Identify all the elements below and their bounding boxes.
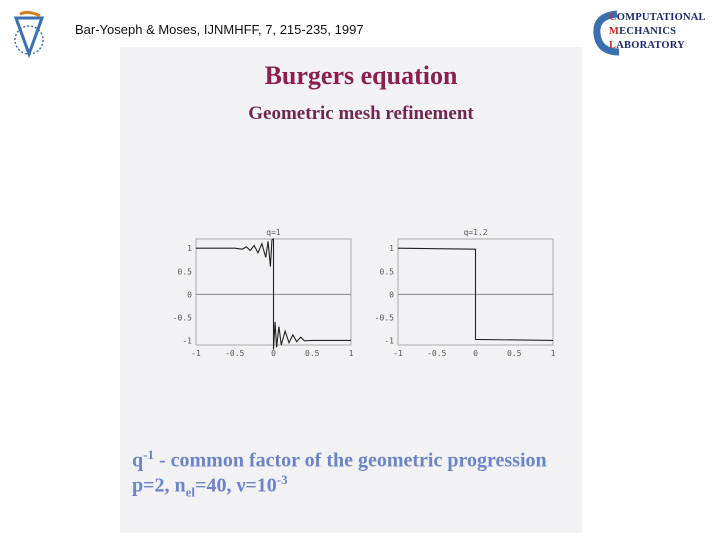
x-tick-label: 0 <box>473 349 478 358</box>
x-tick-label: 1 <box>551 349 556 358</box>
plot-q1-2: q=1.2 -1 -0.5 0 0.5 1 1 0.5 0 -0.5 -1 <box>375 228 556 358</box>
solution-curve <box>397 247 554 341</box>
plot-q1: q=1 -1 -0.5 0 0.5 1 1 0.5 0 -0.5 -1 <box>173 228 354 358</box>
y-tick-label: 1 <box>187 244 192 253</box>
university-logo <box>10 10 48 62</box>
y-tick-label: 0 <box>389 290 394 299</box>
x-tick-label: -1 <box>191 349 201 358</box>
x-tick-label: 0.5 <box>507 349 522 358</box>
x-tick-label: -1 <box>393 349 403 358</box>
y-tick-label: -0.5 <box>173 313 192 322</box>
y-tick-label: 0.5 <box>178 267 193 276</box>
solution-curve <box>196 238 351 350</box>
citation: Bar-Yoseph & Moses, IJNMHFF, 7, 215-235,… <box>75 22 364 37</box>
x-tick-label: 1 <box>349 349 354 358</box>
y-tick-label: 0 <box>187 290 192 299</box>
x-tick-label: -0.5 <box>427 349 446 358</box>
y-tick-label: 1 <box>389 244 394 253</box>
plot-title: q=1 <box>266 228 281 237</box>
plot-frame <box>397 238 554 346</box>
plot-title: q=1.2 <box>463 228 487 237</box>
slide-title: Burgers equation <box>264 61 458 90</box>
x-tick-label: 0.5 <box>305 349 320 358</box>
x-tick-label: -0.5 <box>225 349 244 358</box>
scanned-slide: Burgers equation Geometric mesh refineme… <box>120 47 582 533</box>
slide-subtitle: Geometric mesh refinement <box>248 103 474 124</box>
y-tick-label: -1 <box>384 336 394 345</box>
caption-params: p=2, nel=40, ν=10-3 <box>132 472 288 500</box>
y-tick-label: 0.5 <box>380 267 395 276</box>
y-tick-label: -1 <box>182 336 192 345</box>
caption-q: q-1 - common factor of the geometric pro… <box>132 447 547 472</box>
lab-logo: COMPUTATIONAL MECHANICS LABORATORY <box>593 10 708 56</box>
y-tick-label: -0.5 <box>375 313 394 322</box>
x-tick-label: 0 <box>271 349 276 358</box>
